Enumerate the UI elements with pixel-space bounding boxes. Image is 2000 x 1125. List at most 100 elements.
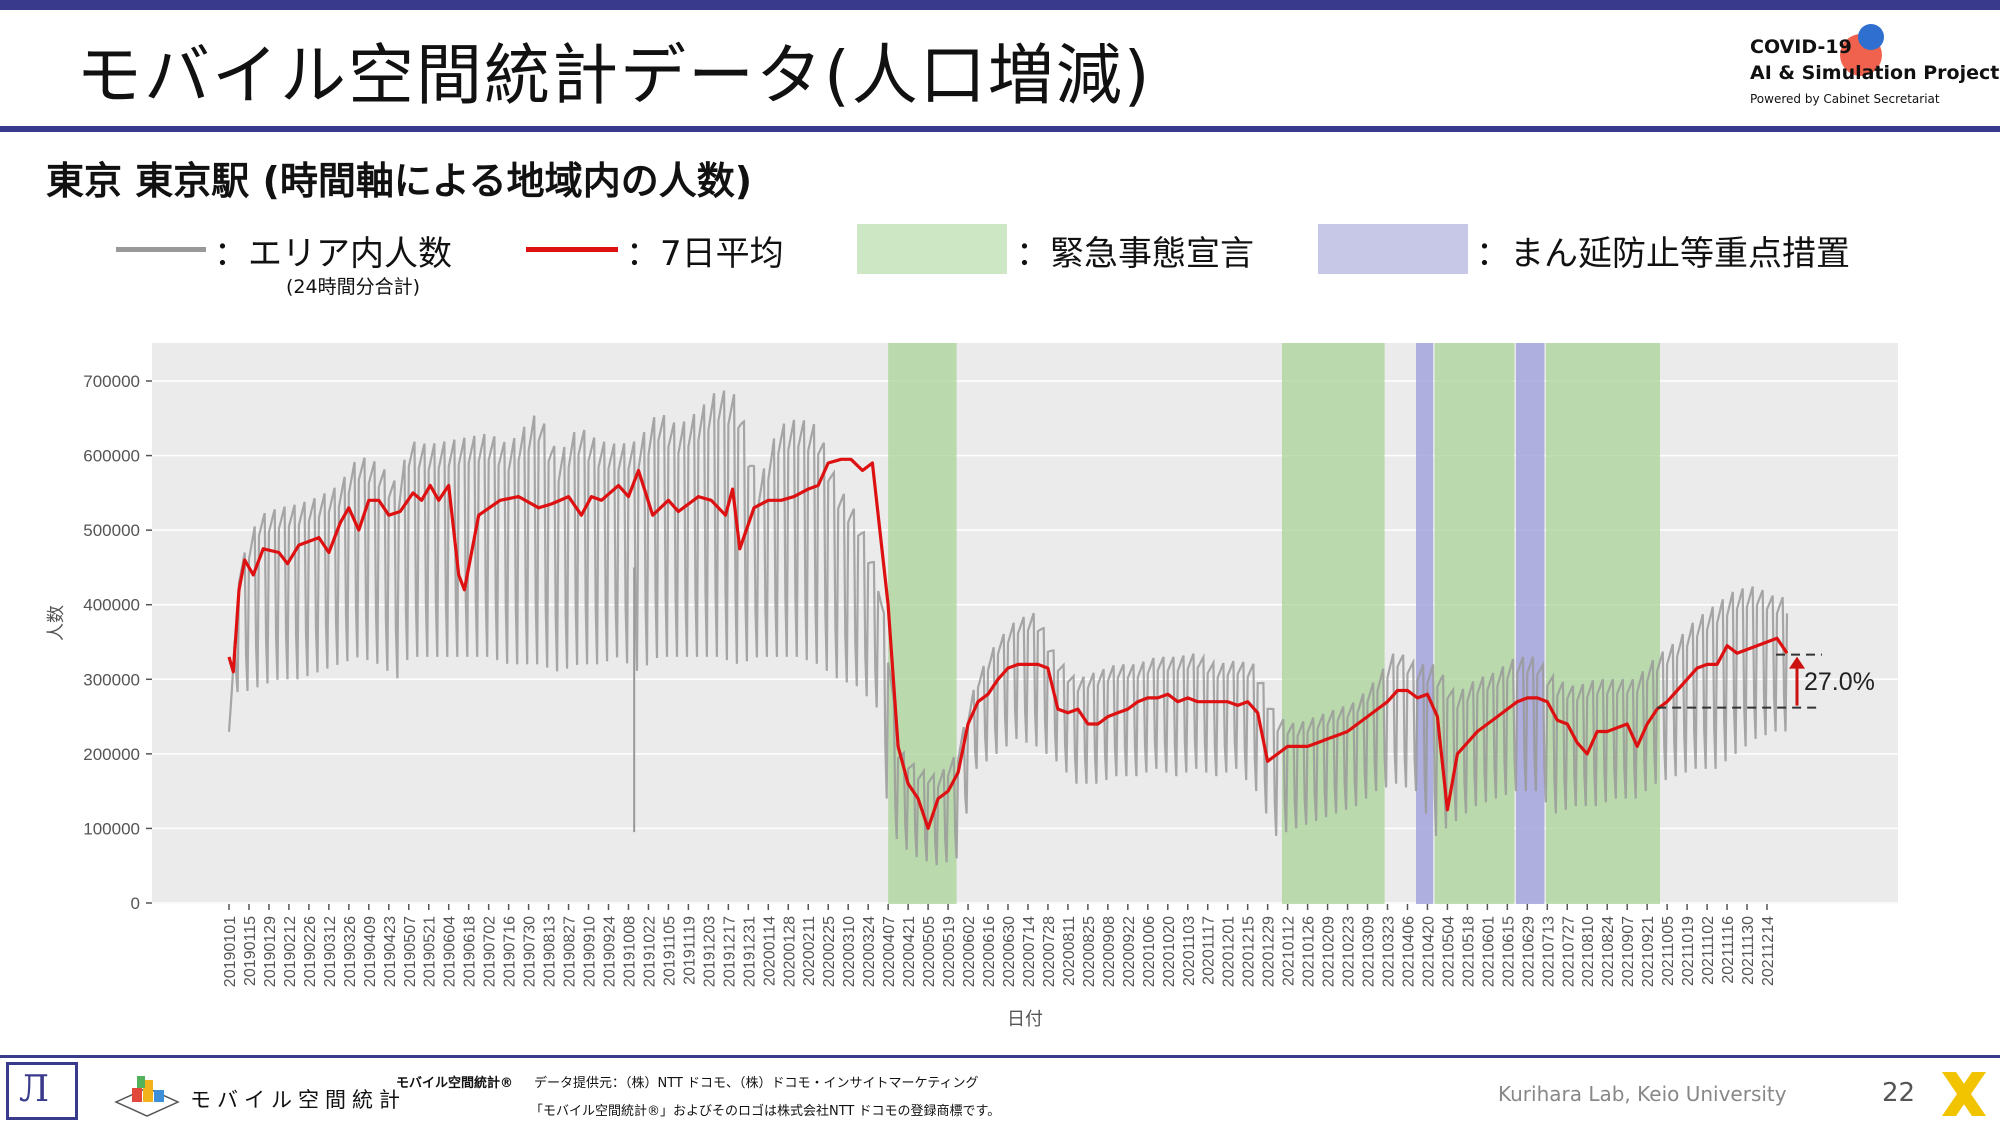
axes: 0 100000 200000 300000 400000 500000 600000 700… [83,372,1777,987]
x-tick-label: 20201117 [1201,916,1218,985]
x-tick-label: 20210504 [1440,916,1457,987]
footer-provider: データ提供元：（株）NTT ドコモ、（株）ドコモ・インサイトマーケティング [534,1076,979,1091]
x-tick-label: 20200128 [781,916,798,987]
x-tick-label: 20190702 [482,916,499,987]
x-tick-label: 20210824 [1600,916,1617,987]
annotation-arrow-head [1789,656,1805,669]
x-tick-label: 20190226 [302,916,319,987]
x-tick-label: 20190604 [442,916,459,987]
legend-area-swatch [116,247,206,252]
x-tick-label: 20211214 [1760,916,1777,986]
x-tick-label: 20201020 [1161,916,1178,987]
mobile-stats-logo-text: モバイル空間統計 [190,1088,406,1112]
shaded-periods [888,343,1660,904]
x-tick-label: 20190115 [242,916,259,986]
x-tick-label: 20190730 [522,916,539,987]
emergency-period [1545,343,1660,904]
x-tick-label: 20210323 [1380,916,1397,987]
x-tick-label: 20210601 [1480,916,1497,987]
x-tick-label: 20211019 [1680,916,1697,986]
x-tick-label: 20200225 [821,916,838,987]
x-tick-label: 20211102 [1700,916,1717,985]
y-tick-label: 400000 [83,596,140,615]
x-tick-label: 20210727 [1560,916,1577,987]
x-tick-label: 20211005 [1660,916,1677,986]
x-tick-label: 20200825 [1081,916,1098,987]
x-tick-label: 20190827 [562,916,579,987]
x-tick-label: 20190910 [582,916,599,987]
lab-logo: Л [6,1062,78,1120]
x-tick-label: 20191022 [641,916,658,987]
legend-emergency-swatch [857,224,1007,274]
x-tick-label: 20200505 [921,916,938,987]
x-tick-label: 20210518 [1460,916,1477,987]
lab-logo-mark-icon: Л [19,1069,50,1110]
x-tick-label: 20200324 [861,916,878,987]
x-tick-label: 20191217 [721,916,738,987]
x-tick-label: 20210112 [1281,916,1298,986]
x-tick-label: 20210209 [1321,916,1338,987]
x-tick-label: 20190326 [342,916,359,987]
x-tick-label: 20200211 [801,916,818,986]
logo-line-2: AI & Simulation Project [1750,62,2000,84]
footer-trademark: 「モバイル空間統計®」およびそのロゴは株式会社NTT ドコモの登録商標です。 [530,1104,1001,1119]
x-tick-label: 20210713 [1540,916,1557,987]
footer-registered: モバイル空間統計® [396,1076,514,1091]
x-tick-label: 20190312 [322,916,339,987]
seven-day-average-series [227,457,1789,830]
page-title: モバイル空間統計データ(人口増減) [76,37,1152,114]
x-tick-label: 20200602 [961,916,978,987]
x-tick-label: 20190521 [422,916,439,987]
y-tick-label: 600000 [83,447,140,466]
slide-subtitle: 東京 東京駅 (時間軸による地域内の人数) [46,159,753,203]
x-tick-label: 20210629 [1520,916,1537,987]
footer-lab-name: Kurihara Lab, Keio University [1498,1082,1787,1106]
footer-divider [0,1055,2000,1058]
x-tick-label: 20210615 [1500,916,1517,987]
x-tick-label: 20210420 [1420,916,1437,987]
top-accent-bar [0,0,2000,10]
legend-area-note: (24時間分合計) [286,276,421,298]
emergency-period [1281,343,1385,904]
x-tick-label: 20201201 [1221,916,1238,987]
x-tick-label: 20200922 [1121,916,1138,987]
x-tick-label: 20200310 [841,916,858,987]
x-tick-label: 20190101 [222,916,239,987]
y-tick-label: 0 [131,894,140,913]
priority-period [1416,343,1434,904]
logo-blue-dot [1858,24,1884,50]
y-tick-label: 300000 [83,670,140,689]
x-tick-label: 20190507 [402,916,419,987]
x-tick-label: 20191203 [701,916,718,987]
x-tick-label: 20210921 [1640,916,1657,987]
logo-line-1: COVID-19 [1750,36,1852,58]
x-tick-label: 20200630 [1001,916,1018,987]
x-tick-label: 20191119 [681,916,698,985]
x-tick-label: 20191105 [661,916,678,986]
population-line-chart: 0 100000 200000 300000 400000 500000 600000 700… [46,343,1898,1030]
y-tick-label: 100000 [83,819,140,838]
legend-avg-swatch [526,247,618,252]
logo-line-3: Powered by Cabinet Secretariat [1750,92,1940,106]
x-logo-icon [1942,1072,1986,1116]
x-tick-label: 20190212 [282,916,299,987]
x-tick-label: 20210810 [1580,916,1597,987]
x-tick-label: 20190924 [602,916,619,987]
x-tick-label: 20200421 [901,916,918,987]
x-tick-label: 20190423 [382,916,399,987]
x-tick-label: 20190716 [502,916,519,987]
x-tick-label: 20201006 [1141,916,1158,987]
x-tick-label: 20200728 [1041,916,1058,987]
seven-day-average-line [227,457,1789,830]
legend-emergency-label: ：緊急事態宣言 [1016,234,1254,274]
x-tick-label: 20200616 [981,916,998,987]
x-tick-label: 20200519 [941,916,958,987]
x-tick-label: 20190129 [262,916,279,987]
y-tick-label: 500000 [83,521,140,540]
priority-period [1515,343,1545,904]
x-tick-label: 20210309 [1361,916,1378,987]
x-tick-label: 20211116 [1720,916,1737,984]
page-number: 22 [1882,1078,1916,1108]
x-tick-label: 20210907 [1620,916,1637,987]
x-tick-label: 20201229 [1261,916,1278,987]
